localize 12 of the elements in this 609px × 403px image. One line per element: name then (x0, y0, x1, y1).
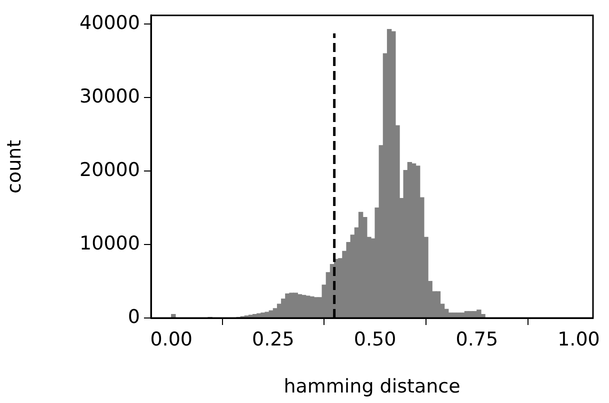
y-axis-title: count (3, 140, 26, 194)
y-tick-label: 10000 (80, 232, 140, 254)
y-tick-label: 40000 (80, 12, 140, 34)
x-axis-title: hamming distance (284, 376, 460, 398)
y-tick-label: 0 (128, 306, 140, 328)
y-tick-label: 30000 (80, 86, 140, 108)
x-tick-label: 0.50 (354, 328, 396, 350)
x-tick-label: 0.75 (456, 328, 498, 350)
x-tick-label: 1.00 (558, 328, 600, 350)
x-tick-label: 0.00 (150, 328, 193, 350)
y-tick-label: 20000 (80, 159, 140, 182)
x-tick-label: 0.25 (252, 328, 294, 350)
